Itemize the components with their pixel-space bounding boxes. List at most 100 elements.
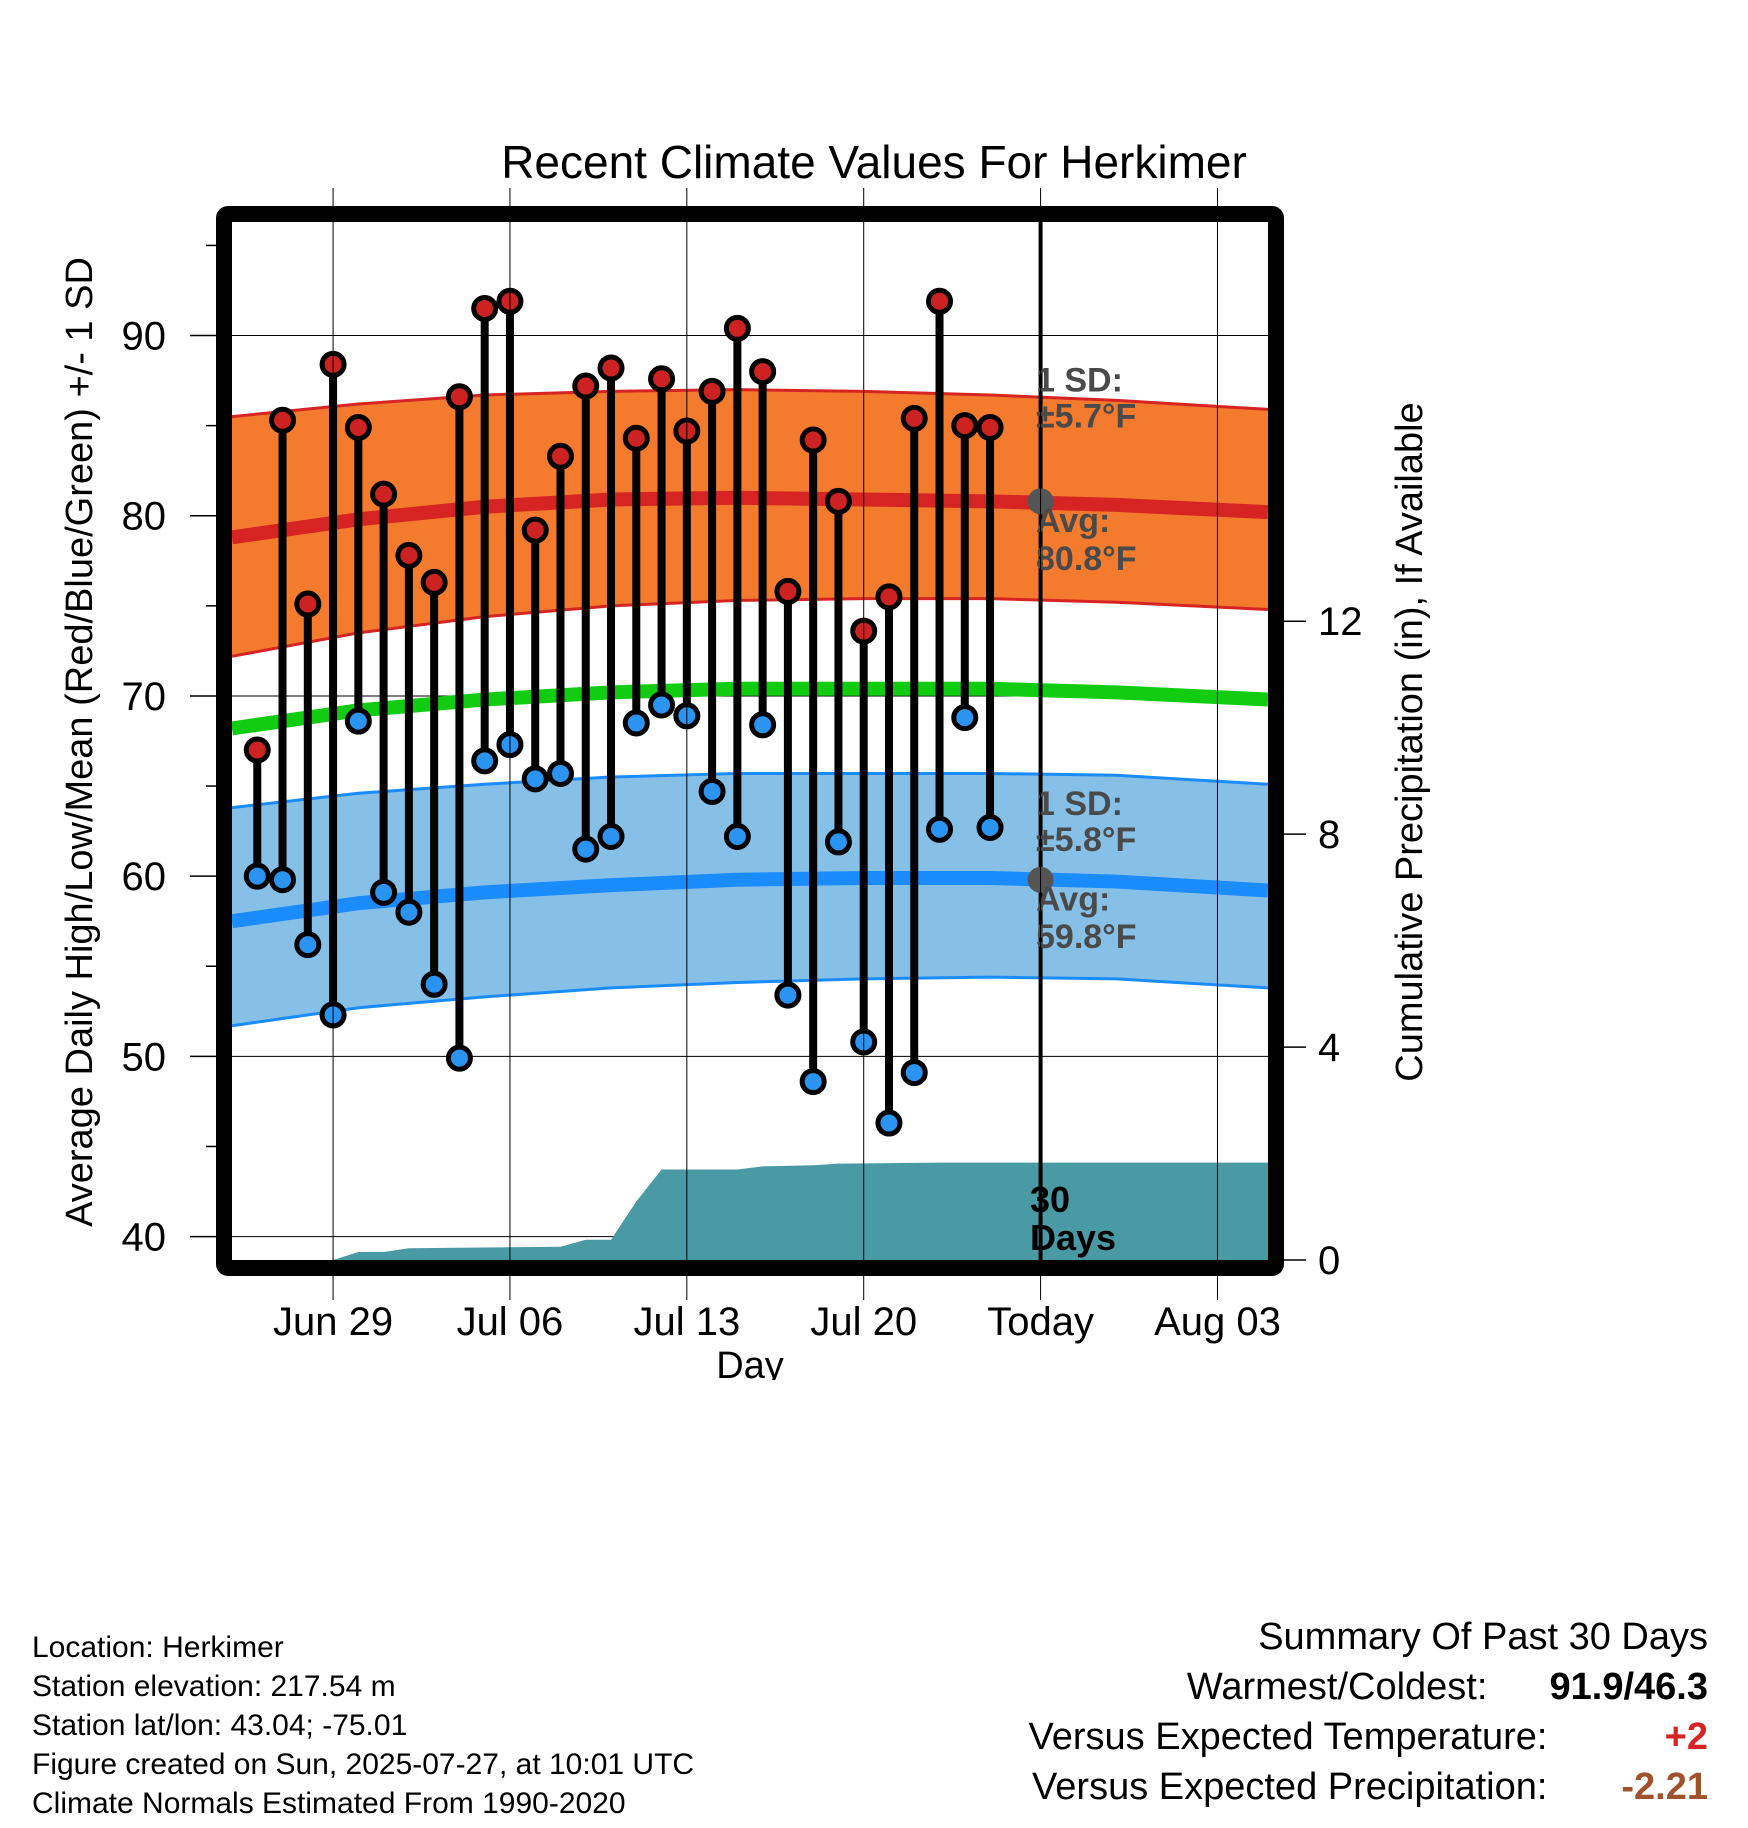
x-tick-label: Jun 29 <box>273 1300 393 1344</box>
daily-high-point <box>951 412 979 440</box>
daily-high-point <box>900 404 928 432</box>
daily-high-point <box>622 424 650 452</box>
y2-tick-label: 4 <box>1318 1026 1340 1070</box>
summary-precip-row: Versus Expected Precipitation: -2.21 <box>1029 1762 1708 1812</box>
daily-high-point <box>799 426 827 454</box>
daily-high-point <box>243 736 271 764</box>
daily-low-point <box>597 823 625 851</box>
summary-precip-label: Versus Expected Precipitation: <box>1032 1766 1548 1808</box>
summary-warmest-row: Warmest/Coldest: 91.9/46.3 <box>1029 1662 1708 1712</box>
normal-low-line <box>232 870 1268 929</box>
low-sd-lower-edge <box>232 975 1268 1028</box>
daily-high-point <box>294 590 322 618</box>
precip-area <box>232 1162 1268 1260</box>
y-tick-label: 40 <box>122 1216 167 1260</box>
daily-low-point <box>900 1059 928 1087</box>
daily-low-point <box>572 835 600 863</box>
chart-title: Recent Climate Values For Herkimer <box>501 136 1247 188</box>
climate-chart: Recent Climate Values For Herkimer 1 SD:… <box>59 136 1431 1380</box>
low-sd-value: ±5.8°F <box>1036 821 1136 859</box>
daily-high-point <box>395 541 423 569</box>
summary-precip-value: -2.21 <box>1621 1766 1708 1808</box>
summary-temp-value: +2 <box>1664 1716 1708 1758</box>
y-tick-label: 90 <box>122 315 167 359</box>
high-sd-label: 1 SD: <box>1036 361 1123 399</box>
y-tick-label: 80 <box>122 495 167 539</box>
daily-low-point <box>723 823 751 851</box>
daily-low-point <box>622 709 650 737</box>
high-avg-value: 80.8°F <box>1036 540 1137 578</box>
y-tick-label: 60 <box>122 855 167 899</box>
y2-tick-label: 0 <box>1318 1239 1340 1283</box>
daily-low-point <box>521 765 549 793</box>
daily-high-point <box>648 365 676 393</box>
daily-high-point <box>471 295 499 322</box>
daily-high-point <box>824 487 852 515</box>
daily-low-point <box>951 704 979 732</box>
summary-warmest-value: 91.9/46.3 <box>1549 1666 1708 1708</box>
x-tick-label: Jul 06 <box>457 1300 564 1344</box>
daily-low-point <box>976 814 1004 841</box>
daily-low-point <box>243 862 271 890</box>
x-tick-label: Today <box>987 1300 1094 1344</box>
daily-high-point <box>875 583 903 611</box>
high-sd-band <box>232 389 1268 657</box>
daily-high-point <box>572 372 600 400</box>
daily-low-point <box>698 777 726 805</box>
daily-low-point <box>875 1109 903 1137</box>
summary-temp-row: Versus Expected Temperature: +2 <box>1029 1712 1708 1762</box>
daily-high-point <box>344 413 372 441</box>
daily-high-point <box>774 577 802 605</box>
x-tick-label: Jul 13 <box>633 1300 740 1344</box>
daily-low-point <box>546 759 574 787</box>
summary-warmest-label: Warmest/Coldest: <box>1186 1666 1488 1708</box>
high-sd-value: ±5.7°F <box>1036 397 1136 435</box>
daily-low-point <box>344 707 372 735</box>
x-axis-title: Day <box>716 1345 784 1380</box>
daily-high-point <box>976 413 1004 441</box>
x-tick-label: Jul 20 <box>810 1300 917 1344</box>
daily-high-point <box>370 480 398 508</box>
daily-low-point <box>648 691 676 719</box>
daily-high-point <box>269 406 297 434</box>
daily-high-point <box>420 568 448 596</box>
daily-high-point <box>597 354 625 382</box>
footer-metadata: Location: Herkimer Station elevation: 21… <box>32 1628 694 1823</box>
daily-low-point <box>269 866 297 894</box>
daily-low-point <box>471 747 499 775</box>
low-avg-label: Avg: <box>1036 880 1110 918</box>
daily-high-point <box>698 377 726 405</box>
summary-panel: Summary Of Past 30 Days Warmest/Coldest:… <box>1029 1612 1708 1812</box>
daily-high-point <box>521 516 549 544</box>
daily-high-point <box>749 358 777 386</box>
footer-created: Figure created on Sun, 2025-07-27, at 10… <box>32 1748 695 1781</box>
y-tick-label: 50 <box>122 1035 167 1079</box>
summary-temp-label: Versus Expected Temperature: <box>1028 1716 1548 1758</box>
daily-low-point <box>445 1044 473 1072</box>
footer-latlon: Station lat/lon: 43.04; -75.01 <box>32 1709 408 1742</box>
daily-low-point <box>294 931 322 959</box>
daily-low-point <box>799 1068 827 1096</box>
footer-location: Location: Herkimer <box>32 1631 284 1664</box>
daily-high-point <box>723 314 751 342</box>
daily-high-point <box>546 442 574 470</box>
footer-normals: Climate Normals Estimated From 1990-2020 <box>32 1787 626 1820</box>
low-sd-band <box>232 773 1268 1026</box>
summary-heading: Summary Of Past 30 Days <box>1258 1616 1708 1658</box>
daily-high-point <box>926 287 954 315</box>
y-axis-title: Average Daily High/Low/Mean (Red/Blue/Gr… <box>59 257 101 1227</box>
daily-low-point <box>774 981 802 1009</box>
plot-frame <box>216 206 1284 1276</box>
precip-days-number: 30 <box>1030 1179 1070 1220</box>
daily-low-point <box>370 878 398 906</box>
daily-low-point <box>749 711 777 739</box>
daily-low-point <box>395 898 423 926</box>
y2-tick-label: 8 <box>1318 813 1340 857</box>
y-tick-label: 70 <box>122 675 167 719</box>
daily-high-point <box>445 383 473 411</box>
low-avg-value: 59.8°F <box>1036 918 1137 956</box>
y2-tick-label: 12 <box>1318 600 1363 644</box>
y2-axis-title: Cumulative Precipitation (in), If Availa… <box>1389 402 1431 1081</box>
footer-elevation: Station elevation: 217.54 m <box>32 1670 396 1703</box>
